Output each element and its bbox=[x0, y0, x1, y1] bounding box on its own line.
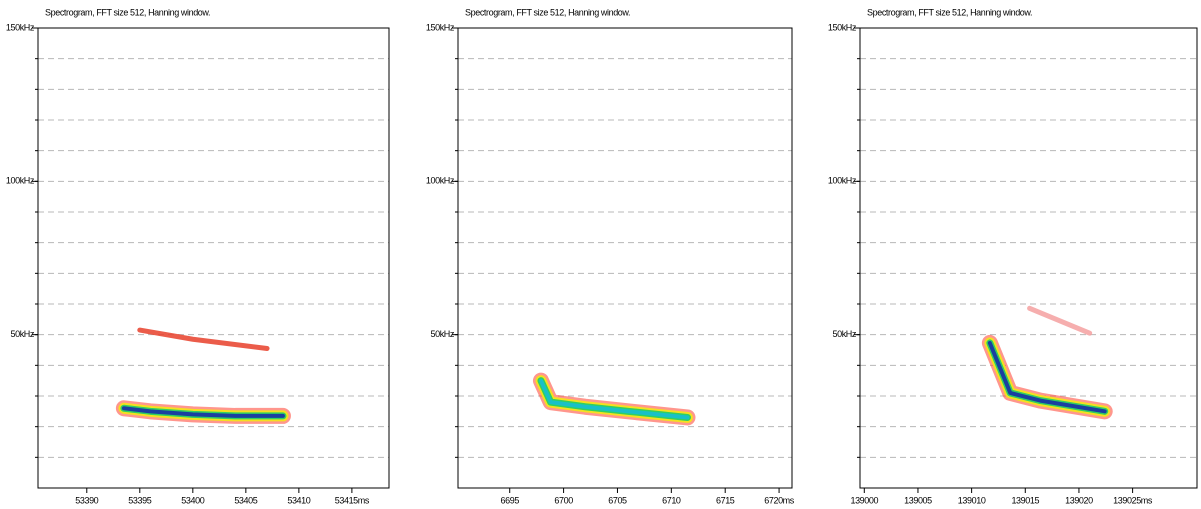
x-tick-label: 6720ms bbox=[764, 495, 795, 505]
plot-frame bbox=[457, 27, 793, 489]
spectral-track bbox=[538, 378, 690, 420]
y-tick-label: 150kHz bbox=[426, 22, 455, 32]
x-tick-label: 53415ms bbox=[335, 495, 370, 505]
x-tick-label: 139020 bbox=[1065, 495, 1093, 505]
plot-frame bbox=[859, 27, 1198, 489]
spectrogram-panel: Spectrogram, FFT size 512, Hanning windo… bbox=[828, 7, 1198, 505]
x-tick-label: 139010 bbox=[958, 495, 986, 505]
x-tick-label: 139000 bbox=[850, 495, 878, 505]
y-tick-label: 150kHz bbox=[828, 22, 857, 32]
y-tick-label: 150kHz bbox=[6, 22, 35, 32]
spectrogram-panel: Spectrogram, FFT size 512, Hanning windo… bbox=[6, 7, 390, 505]
x-tick-label: 139015 bbox=[1011, 495, 1039, 505]
x-tick-label: 53405 bbox=[234, 495, 257, 505]
x-tick-label: 53410 bbox=[287, 495, 310, 505]
x-tick-label: 53390 bbox=[75, 495, 98, 505]
spectral-track bbox=[987, 340, 1107, 414]
x-tick-label: 6700 bbox=[554, 495, 573, 505]
chart-title: Spectrogram, FFT size 512, Hanning windo… bbox=[465, 7, 630, 17]
x-tick-label: 139005 bbox=[904, 495, 932, 505]
plot-frame bbox=[37, 27, 390, 489]
y-tick-label: 100kHz bbox=[6, 176, 35, 186]
y-tick-label: 50kHz bbox=[832, 329, 856, 339]
x-tick-label: 6705 bbox=[608, 495, 627, 505]
spectral-track bbox=[137, 327, 270, 351]
x-tick-label: 53395 bbox=[128, 495, 151, 505]
spectrogram-panel: Spectrogram, FFT size 512, Hanning windo… bbox=[426, 7, 795, 505]
y-tick-label: 50kHz bbox=[10, 329, 34, 339]
x-tick-label: 139025ms bbox=[1113, 495, 1153, 505]
y-tick-label: 100kHz bbox=[828, 176, 857, 186]
x-tick-label: 6695 bbox=[501, 495, 520, 505]
x-tick-label: 53400 bbox=[181, 495, 204, 505]
x-tick-label: 6710 bbox=[662, 495, 681, 505]
x-tick-label: 6715 bbox=[716, 495, 735, 505]
y-tick-label: 50kHz bbox=[430, 329, 454, 339]
chart-title: Spectrogram, FFT size 512, Hanning windo… bbox=[867, 7, 1032, 17]
spectral-track bbox=[1027, 305, 1093, 336]
chart-title: Spectrogram, FFT size 512, Hanning windo… bbox=[45, 7, 210, 17]
y-tick-label: 100kHz bbox=[426, 176, 455, 186]
spectral-track bbox=[121, 406, 285, 418]
